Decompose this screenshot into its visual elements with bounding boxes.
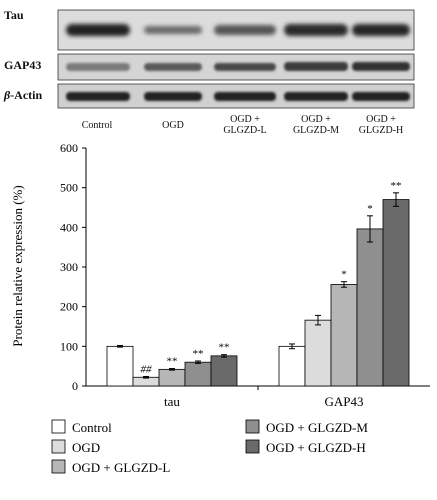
- lane-label-glgzd-l: OGD + GLGZD-L: [208, 114, 282, 136]
- legend-swatch: [51, 439, 66, 454]
- blot-row-label-beta-actin: β-Actin: [4, 88, 42, 103]
- lane-label-glgzd-l-line2: GLGZD-L: [223, 125, 267, 136]
- y-tick-label: 600: [60, 141, 78, 155]
- bar: [106, 345, 134, 387]
- y-tick-label: 300: [60, 260, 78, 274]
- bar: [210, 355, 238, 387]
- significance-label: ##: [141, 363, 153, 375]
- legend-label: OGD: [72, 440, 100, 455]
- legend-swatch: [51, 459, 66, 474]
- bar: [278, 345, 306, 387]
- lane-label-glgzd-m-line1: OGD +: [301, 114, 331, 125]
- bar: [382, 199, 410, 387]
- significance-label: **: [391, 180, 402, 192]
- bar: [330, 284, 358, 387]
- y-tick-label: 200: [60, 300, 78, 314]
- x-axis: tau GAP43: [86, 385, 430, 409]
- legend-label: OGD + GLGZD-M: [266, 420, 368, 435]
- significance-label: *: [367, 203, 373, 215]
- blot-row-label-gap43: GAP43: [4, 58, 42, 72]
- bars: ##**********: [106, 180, 410, 387]
- legend-swatch: [245, 419, 260, 434]
- legend-label: Control: [72, 420, 112, 435]
- y-tick-label: 400: [60, 220, 78, 234]
- blot-image: [57, 9, 415, 109]
- y-tick-label: 500: [60, 181, 78, 195]
- lane-label-control: Control: [60, 120, 134, 131]
- beta-actin-text: -Actin: [10, 88, 43, 102]
- blot-row-label-tau: Tau: [4, 8, 24, 22]
- legend: Control OGD OGD + GLGZD-L OGD + GLGZD-M OGD …: [51, 419, 368, 475]
- significance-label: *: [341, 269, 347, 281]
- lane-label-glgzd-h: OGD + GLGZD-H: [344, 114, 418, 136]
- lane-label-glgzd-h-line2: GLGZD-H: [358, 125, 404, 136]
- significance-label: **: [193, 348, 204, 360]
- legend-label: OGD + GLGZD-L: [72, 460, 170, 475]
- lane-label-glgzd-m-line2: GLGZD-M: [292, 125, 340, 136]
- bar: [132, 376, 160, 387]
- legend-swatch: [245, 439, 260, 454]
- bar: [184, 361, 212, 387]
- lane-label-glgzd-m: OGD + GLGZD-M: [279, 114, 353, 136]
- lane-label-ogd: OGD: [136, 120, 210, 131]
- y-axis-title: Protein relative expression (%): [10, 185, 25, 346]
- x-tick-label: GAP43: [324, 394, 363, 409]
- significance-label: **: [167, 356, 178, 368]
- legend-label: OGD + GLGZD-H: [266, 440, 366, 455]
- lane-label-ogd-line1: OGD: [162, 120, 184, 131]
- x-tick-label: tau: [164, 394, 180, 409]
- bar: [304, 319, 332, 387]
- lane-label-glgzd-l-line1: OGD +: [230, 114, 260, 125]
- bar: [158, 368, 186, 387]
- y-tick-label: 0: [72, 379, 78, 393]
- y-tick-label: 100: [60, 339, 78, 353]
- beta-symbol: β: [4, 88, 11, 102]
- bar: [356, 228, 384, 387]
- lane-label-control-line1: Control: [81, 120, 113, 131]
- legend-swatch: [51, 419, 66, 434]
- y-axis: 0 100 200 300 400 500 600: [60, 141, 87, 393]
- lane-label-glgzd-h-line1: OGD +: [366, 114, 396, 125]
- significance-label: **: [219, 342, 230, 354]
